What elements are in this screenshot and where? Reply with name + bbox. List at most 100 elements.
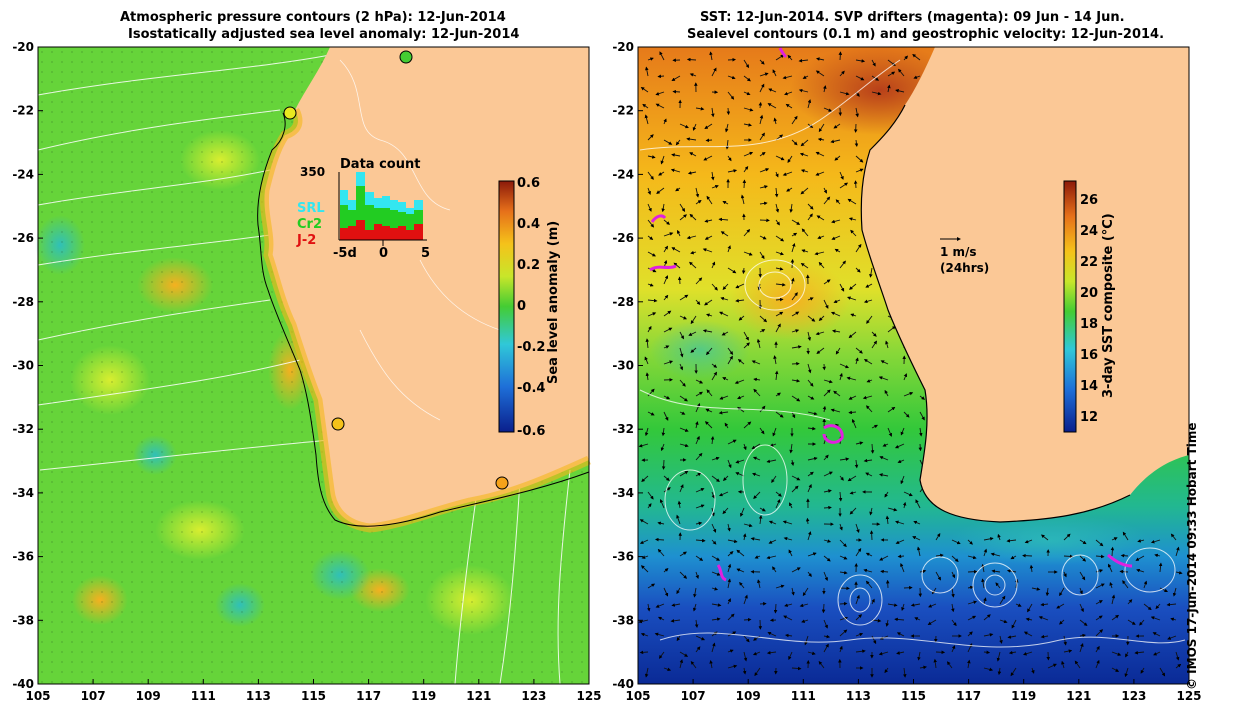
velocity-arrow: [660, 443, 665, 452]
velocity-arrow: [722, 475, 729, 482]
velocity-arrow: [918, 443, 923, 452]
velocity-arrow: [801, 619, 809, 623]
velocity-arrow: [871, 59, 876, 67]
velocity-arrow: [642, 103, 649, 109]
legend-j2: J-2: [296, 233, 316, 248]
velocity-arrow: [1107, 563, 1113, 573]
velocity-arrow: [704, 123, 713, 129]
left-title-line-2: Isostatically adjusted sea level anomaly…: [128, 27, 520, 42]
velocity-arrow: [855, 441, 864, 445]
velocity-arrow: [759, 59, 765, 65]
velocity-arrow: [720, 231, 729, 237]
velocity-arrow: [679, 484, 684, 493]
lon-tick-label: 123: [521, 689, 546, 703]
velocity-arrow: [898, 68, 905, 77]
velocity-arrow: [754, 667, 761, 677]
velocity-arrow: [912, 53, 921, 61]
velocity-arrow: [839, 91, 850, 96]
velocity-arrow: [1170, 617, 1177, 622]
velocity-arrow: [839, 70, 845, 77]
velocity-arrow: [807, 331, 812, 341]
velocity-arrow: [823, 107, 833, 112]
velocity-arrow: [705, 138, 713, 143]
velocity-arrow: [798, 58, 809, 63]
velocity-arrow: [695, 199, 702, 205]
velocity-arrow: [647, 155, 656, 159]
velocity-arrow: [775, 251, 784, 256]
velocity-arrow: [753, 388, 761, 397]
velocity-arrow: [706, 195, 713, 205]
velocity-arrow: [951, 645, 956, 653]
velocity-arrow: [1154, 553, 1161, 558]
velocity-arrow: [919, 665, 927, 670]
velocity-arrow: [1143, 603, 1152, 611]
velocity-arrow: [855, 243, 862, 253]
velocity-arrow: [791, 345, 802, 349]
lon-tick-label: 123: [1121, 689, 1146, 703]
velocity-arrow: [1079, 539, 1087, 545]
velocity-arrow: [839, 645, 843, 653]
velocity-arrow: [689, 213, 697, 221]
velocity-arrow: [839, 539, 847, 548]
velocity-arrow: [1040, 634, 1049, 639]
velocity-arrow: [791, 311, 800, 317]
velocity-arrow: [823, 505, 832, 510]
velocity-arrow: [1166, 602, 1177, 607]
velocity-arrow: [902, 667, 907, 678]
velocity-arrow: [983, 537, 994, 541]
left-land-contours: [339, 59, 501, 421]
velocity-arrow: [791, 139, 798, 146]
velocity-arrow: [775, 323, 781, 333]
velocity-arrow: [807, 651, 816, 655]
velocity-arrow: [1079, 619, 1088, 626]
lat-tick-label: -30: [12, 359, 34, 373]
lon-tick-label: 111: [791, 689, 816, 703]
velocity-arrow: [850, 229, 857, 237]
velocity-arrow: [855, 632, 864, 637]
velocity-arrow: [915, 499, 921, 509]
legend-cr2: Cr2: [297, 217, 322, 232]
velocity-arrow: [789, 443, 793, 454]
sla-tick: 0.6: [517, 176, 540, 191]
velocity-arrow: [1111, 537, 1118, 541]
velocity-arrow: [831, 235, 841, 240]
velocity-arrow: [1011, 619, 1017, 629]
velocity-arrow: [676, 514, 681, 525]
velocity-arrow: [743, 251, 753, 256]
velocity-arrow: [807, 426, 816, 431]
velocity-arrow: [799, 152, 809, 157]
velocity-arrow: [638, 443, 649, 448]
velocity-arrow: [711, 371, 717, 381]
velocity-arrow: [823, 571, 828, 582]
velocity-arrow: [663, 345, 670, 349]
velocity-arrow: [737, 395, 745, 400]
velocity-arrow: [647, 388, 655, 397]
velocity-arrow: [663, 294, 669, 301]
velocity-arrow: [677, 500, 682, 509]
velocity-arrow: [791, 567, 801, 573]
velocity-arrow: [689, 261, 697, 269]
velocity-arrow: [833, 390, 841, 397]
velocity-arrow: [801, 249, 809, 253]
sla-colorbar-label: Sea level anomaly (m): [546, 221, 561, 384]
velocity-arrow: [1150, 539, 1161, 544]
velocity-arrow: [727, 75, 736, 80]
velocity-arrow: [703, 155, 713, 161]
velocity-arrow: [647, 583, 656, 589]
velocity-arrow: [791, 242, 796, 253]
velocity-arrow: [679, 363, 683, 371]
inset-bars: [340, 172, 423, 240]
velocity-arrow: [727, 245, 731, 253]
velocity-arrow: [671, 603, 681, 607]
velocity-arrow: [1155, 603, 1161, 610]
velocity-arrow: [887, 406, 896, 413]
velocity-arrow: [935, 553, 944, 558]
velocity-arrow: [1095, 629, 1104, 637]
velocity-arrow: [823, 619, 828, 629]
velocity-arrow: [690, 315, 697, 325]
velocity-arrow: [775, 411, 784, 418]
velocity-arrow: [659, 498, 665, 509]
velocity-arrow: [702, 329, 713, 333]
velocity-arrow: [823, 299, 829, 309]
velocity-arrow: [807, 471, 814, 477]
